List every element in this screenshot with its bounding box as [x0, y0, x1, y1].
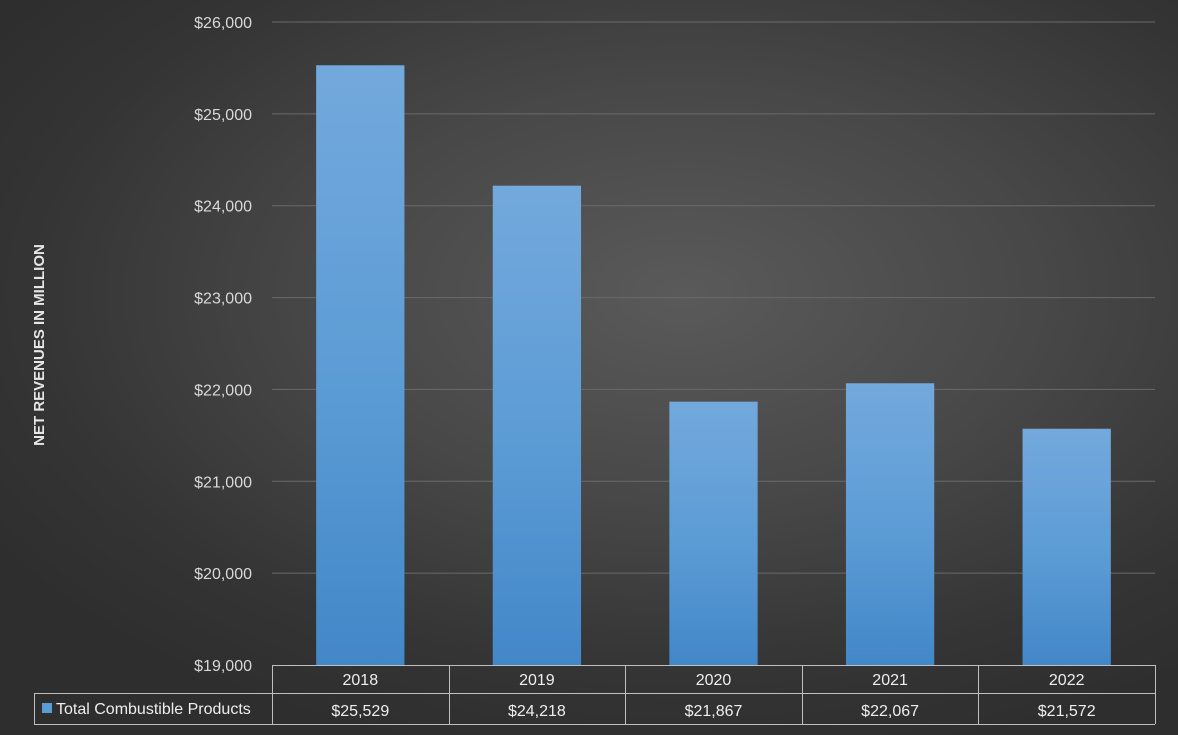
data-value-label: $25,529 [331, 703, 389, 720]
y-tick-label: $24,000 [194, 199, 252, 216]
data-value-label: $24,218 [508, 703, 566, 720]
y-tick-label: $20,000 [194, 566, 252, 583]
y-axis-label: NET REVENUES IN MILLION [31, 244, 48, 446]
bar-2022 [1022, 428, 1111, 665]
data-value-label: $21,572 [1038, 703, 1096, 720]
x-category-label: 2021 [872, 672, 908, 689]
x-category-label: 2018 [343, 672, 379, 689]
x-category-label: 2020 [696, 672, 732, 689]
legend-swatch [42, 703, 52, 713]
bar-2018 [316, 65, 405, 666]
bar-2019 [492, 185, 582, 665]
bar-2021 [845, 383, 935, 665]
y-axis-ticks: $19,000 $20,000 $21,000 $22,000 $23,000 $24,0… [194, 15, 252, 675]
data-value-label: $22,067 [861, 703, 919, 720]
x-category-label: 2019 [519, 672, 555, 689]
y-tick-label: $26,000 [194, 15, 252, 32]
data-value-label: $21,867 [685, 703, 743, 720]
bar-2020 [669, 401, 758, 665]
legend-series-name: Total Combustible Products [56, 701, 251, 718]
bars [316, 65, 1111, 666]
y-tick-label: $19,000 [194, 658, 252, 675]
y-tick-label: $25,000 [194, 107, 252, 124]
data-table: 2018 $25,529 2019 $24,218 2020 $21,867 2021 $22… [34, 665, 1156, 725]
x-category-label: 2022 [1049, 672, 1085, 689]
gridlines [272, 21, 1155, 574]
y-tick-label: $23,000 [194, 291, 252, 308]
y-tick-label: $22,000 [194, 382, 252, 399]
y-tick-label: $21,000 [194, 474, 252, 491]
